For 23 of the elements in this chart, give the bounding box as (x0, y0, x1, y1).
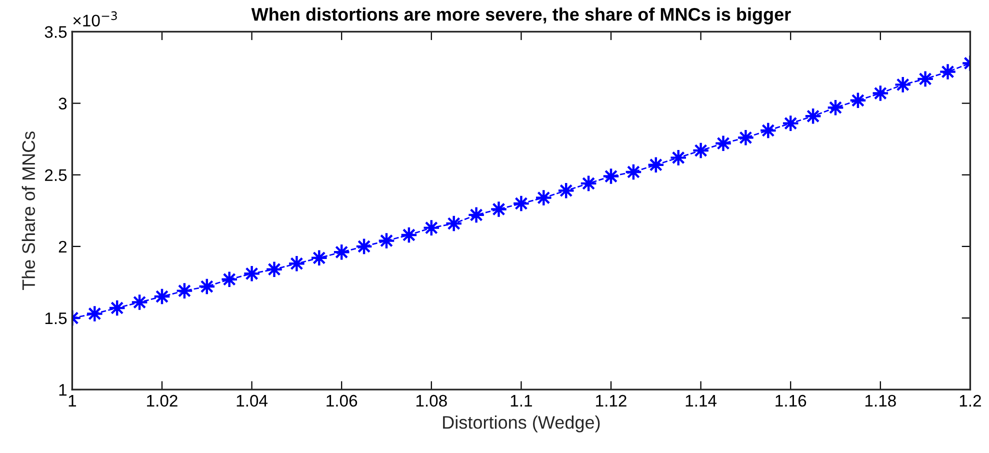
x-tick-label: 1.2 (960, 394, 981, 407)
point (490, 200, 508, 218)
y-tick-label: 3.5 (44, 26, 67, 38)
y-tick-label: 1 (59, 384, 67, 396)
x-tick-label: 1.06 (326, 394, 358, 407)
point (939, 63, 957, 81)
y-axis-title: The Share of MNCs (22, 132, 36, 290)
text: ×10$^{−3}$ (73, 11, 117, 26)
y-tick-label: 2.5 (45, 169, 67, 182)
x-axis-title: Distortions (Wedge) (443, 416, 600, 432)
x-tick-label: 1.16 (776, 394, 806, 407)
x-tick-label: 1.12 (596, 394, 626, 407)
x-tick-label: 1.08 (416, 394, 447, 407)
y-tick-label: 3 (58, 98, 67, 110)
x-tick-label: 1.1 (510, 395, 532, 407)
x-tick-label: 1.14 (686, 395, 717, 407)
x-tick-label: 1.04 (236, 394, 268, 407)
y-tick-label: 2 (58, 240, 66, 252)
x-tick-label: 1.02 (147, 394, 178, 407)
x-tick-label: 1.18 (865, 394, 896, 407)
chart-title: When distortions are more severe, the share of MNCs is bigger (251, 8, 791, 24)
x-tick-label: 1 (68, 395, 76, 407)
y-tick-label: 1.5 (45, 312, 67, 324)
